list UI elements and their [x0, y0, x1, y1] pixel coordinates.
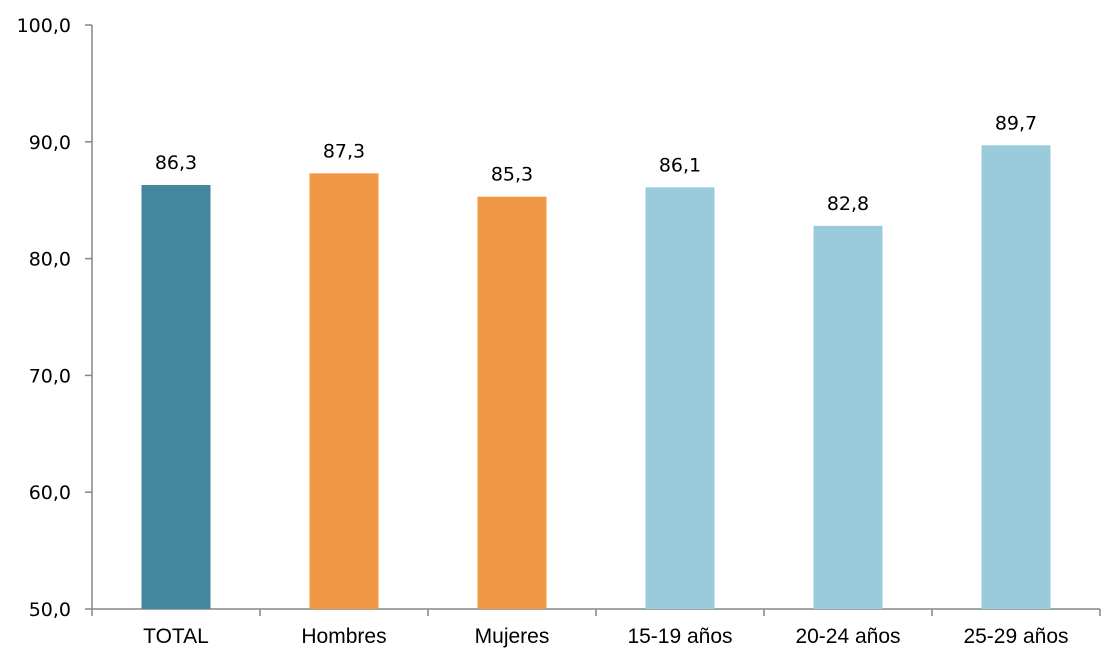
- y-tick-label: 70,0: [29, 365, 71, 387]
- x-tick-label: 25-29 años: [963, 625, 1068, 648]
- data-labels: 86,3 87,3 85,3 86,1 82,8 89,7: [155, 112, 1037, 215]
- bars: [141, 145, 1051, 610]
- bar: [981, 145, 1051, 609]
- y-tick-label: 100,0: [17, 15, 71, 37]
- data-label: 89,7: [995, 112, 1037, 134]
- y-axis: 50,0 60,0 70,0 80,0 90,0 100,0: [17, 15, 93, 621]
- x-tick-label: TOTAL: [143, 625, 209, 648]
- bar: [477, 196, 547, 610]
- bar: [813, 225, 883, 609]
- x-tick-label: Mujeres: [475, 625, 550, 648]
- x-tick-label: Hombres: [301, 625, 386, 648]
- y-tick-label: 50,0: [29, 599, 71, 621]
- x-tick-label: 15-19 años: [627, 625, 732, 648]
- y-tick-label: 80,0: [29, 249, 71, 271]
- bar: [141, 185, 211, 610]
- data-label: 86,3: [155, 152, 197, 174]
- data-label: 85,3: [491, 164, 533, 186]
- data-label: 87,3: [323, 140, 365, 162]
- data-label: 86,1: [659, 154, 701, 176]
- bar: [645, 187, 715, 610]
- bar: [309, 173, 379, 609]
- x-tick-label: 20-24 años: [795, 625, 900, 648]
- data-label: 82,8: [827, 193, 869, 215]
- x-axis: TOTAL Hombres Mujeres 15-19 años 20-24 años 2…: [91, 608, 1101, 648]
- y-tick-label: 60,0: [29, 482, 71, 504]
- y-tick-label: 90,0: [29, 132, 71, 154]
